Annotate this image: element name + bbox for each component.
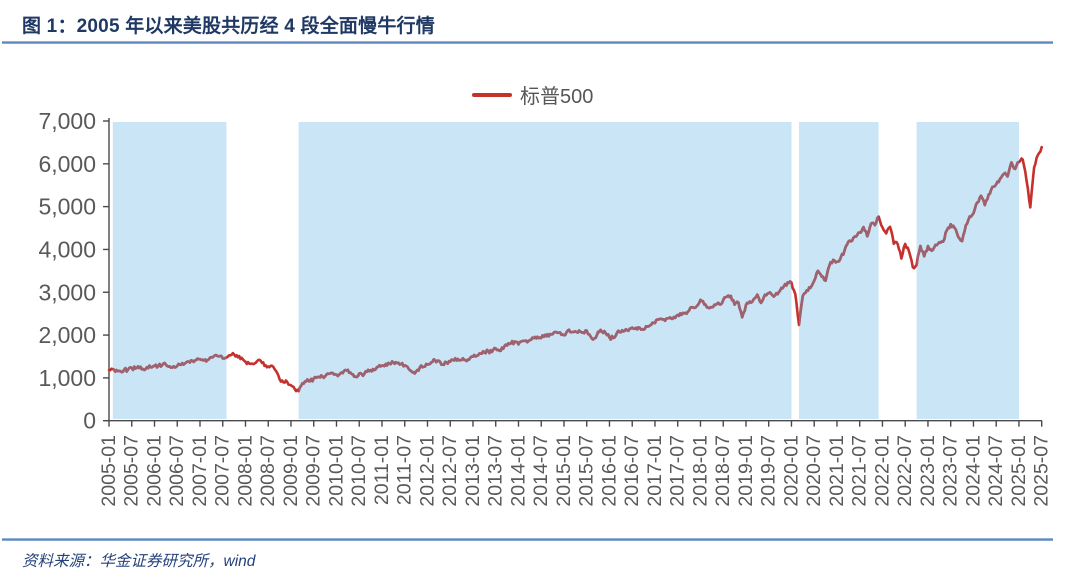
x-tick-label: 2007-07 [212,435,234,507]
bull-period-band [799,122,879,419]
x-tick-label: 2012-01 [416,435,438,507]
x-tick-label: 2021-07 [849,435,871,507]
x-tick-label: 2015-07 [576,435,598,507]
x-tick-label: 2009-01 [280,435,302,507]
y-tick-label: 6,000 [38,151,96,177]
x-tick-label: 2021-01 [826,435,848,507]
x-tick-label: 2018-01 [689,435,711,507]
x-tick-label: 2024-01 [962,435,984,507]
x-tick-label: 2016-07 [621,435,643,507]
y-tick-label: 7,000 [38,108,96,134]
x-tick-label: 2005-01 [98,435,120,507]
y-tick-label: 2,000 [38,322,96,348]
x-tick-label: 2025-07 [1031,435,1053,507]
x-tick-label: 2008-01 [234,435,256,507]
x-tick-label: 2011-07 [394,435,416,505]
bull-period-band [298,122,792,419]
x-tick-label: 2020-07 [803,435,825,507]
x-tick-label: 2011-01 [371,435,393,505]
x-tick-label: 2006-01 [143,435,165,507]
y-tick-label: 4,000 [38,236,96,262]
x-tick-label: 2007-01 [189,435,211,507]
footer-divider [2,538,1053,541]
x-tick-label: 2022-07 [894,435,916,507]
x-tick-label: 2025-01 [1008,435,1030,507]
bull-period-band [112,122,227,419]
x-tick-label: 2006-07 [166,435,188,507]
x-tick-label: 2014-07 [530,435,552,507]
header-divider [2,41,1053,44]
x-tick-label: 2023-01 [917,435,939,507]
x-tick-label: 2008-07 [257,435,279,507]
source-note: 资料来源：华金证券研究所，wind [22,553,256,570]
x-tick-label: 2010-07 [348,435,370,507]
x-tick-label: 2017-01 [644,435,666,507]
x-tick-label: 2015-01 [553,435,575,507]
x-tick-label: 2010-01 [325,435,347,507]
legend-line-swatch [472,92,512,97]
y-tick-label: 0 [83,408,96,434]
x-tick-label: 2022-01 [871,435,893,507]
y-tick-label: 5,000 [38,194,96,220]
y-tick-label: 3,000 [38,279,96,305]
x-tick-label: 2024-07 [985,435,1007,507]
x-tick-label: 2013-07 [485,435,507,507]
x-tick-label: 2019-07 [758,435,780,507]
x-tick-label: 2023-07 [940,435,962,507]
x-tick-label: 2019-01 [735,435,757,507]
x-tick-label: 2013-01 [462,435,484,507]
x-tick-label: 2012-07 [439,435,461,507]
legend-label: 标普500 [520,86,594,108]
x-tick-label: 2020-01 [780,435,802,507]
x-tick-label: 2014-01 [507,435,529,507]
legend: 标普500 [472,80,593,109]
figure-title: 图 1：2005 年以来美股共历经 4 段全面慢牛行情 [22,16,435,37]
x-tick-label: 2017-07 [667,435,689,507]
x-tick-label: 2018-07 [712,435,734,507]
bull-period-band [916,122,1019,419]
x-tick-label: 2016-01 [598,435,620,507]
y-tick-label: 1,000 [38,365,96,391]
x-tick-label: 2005-07 [121,435,143,507]
x-tick-label: 2009-07 [303,435,325,507]
